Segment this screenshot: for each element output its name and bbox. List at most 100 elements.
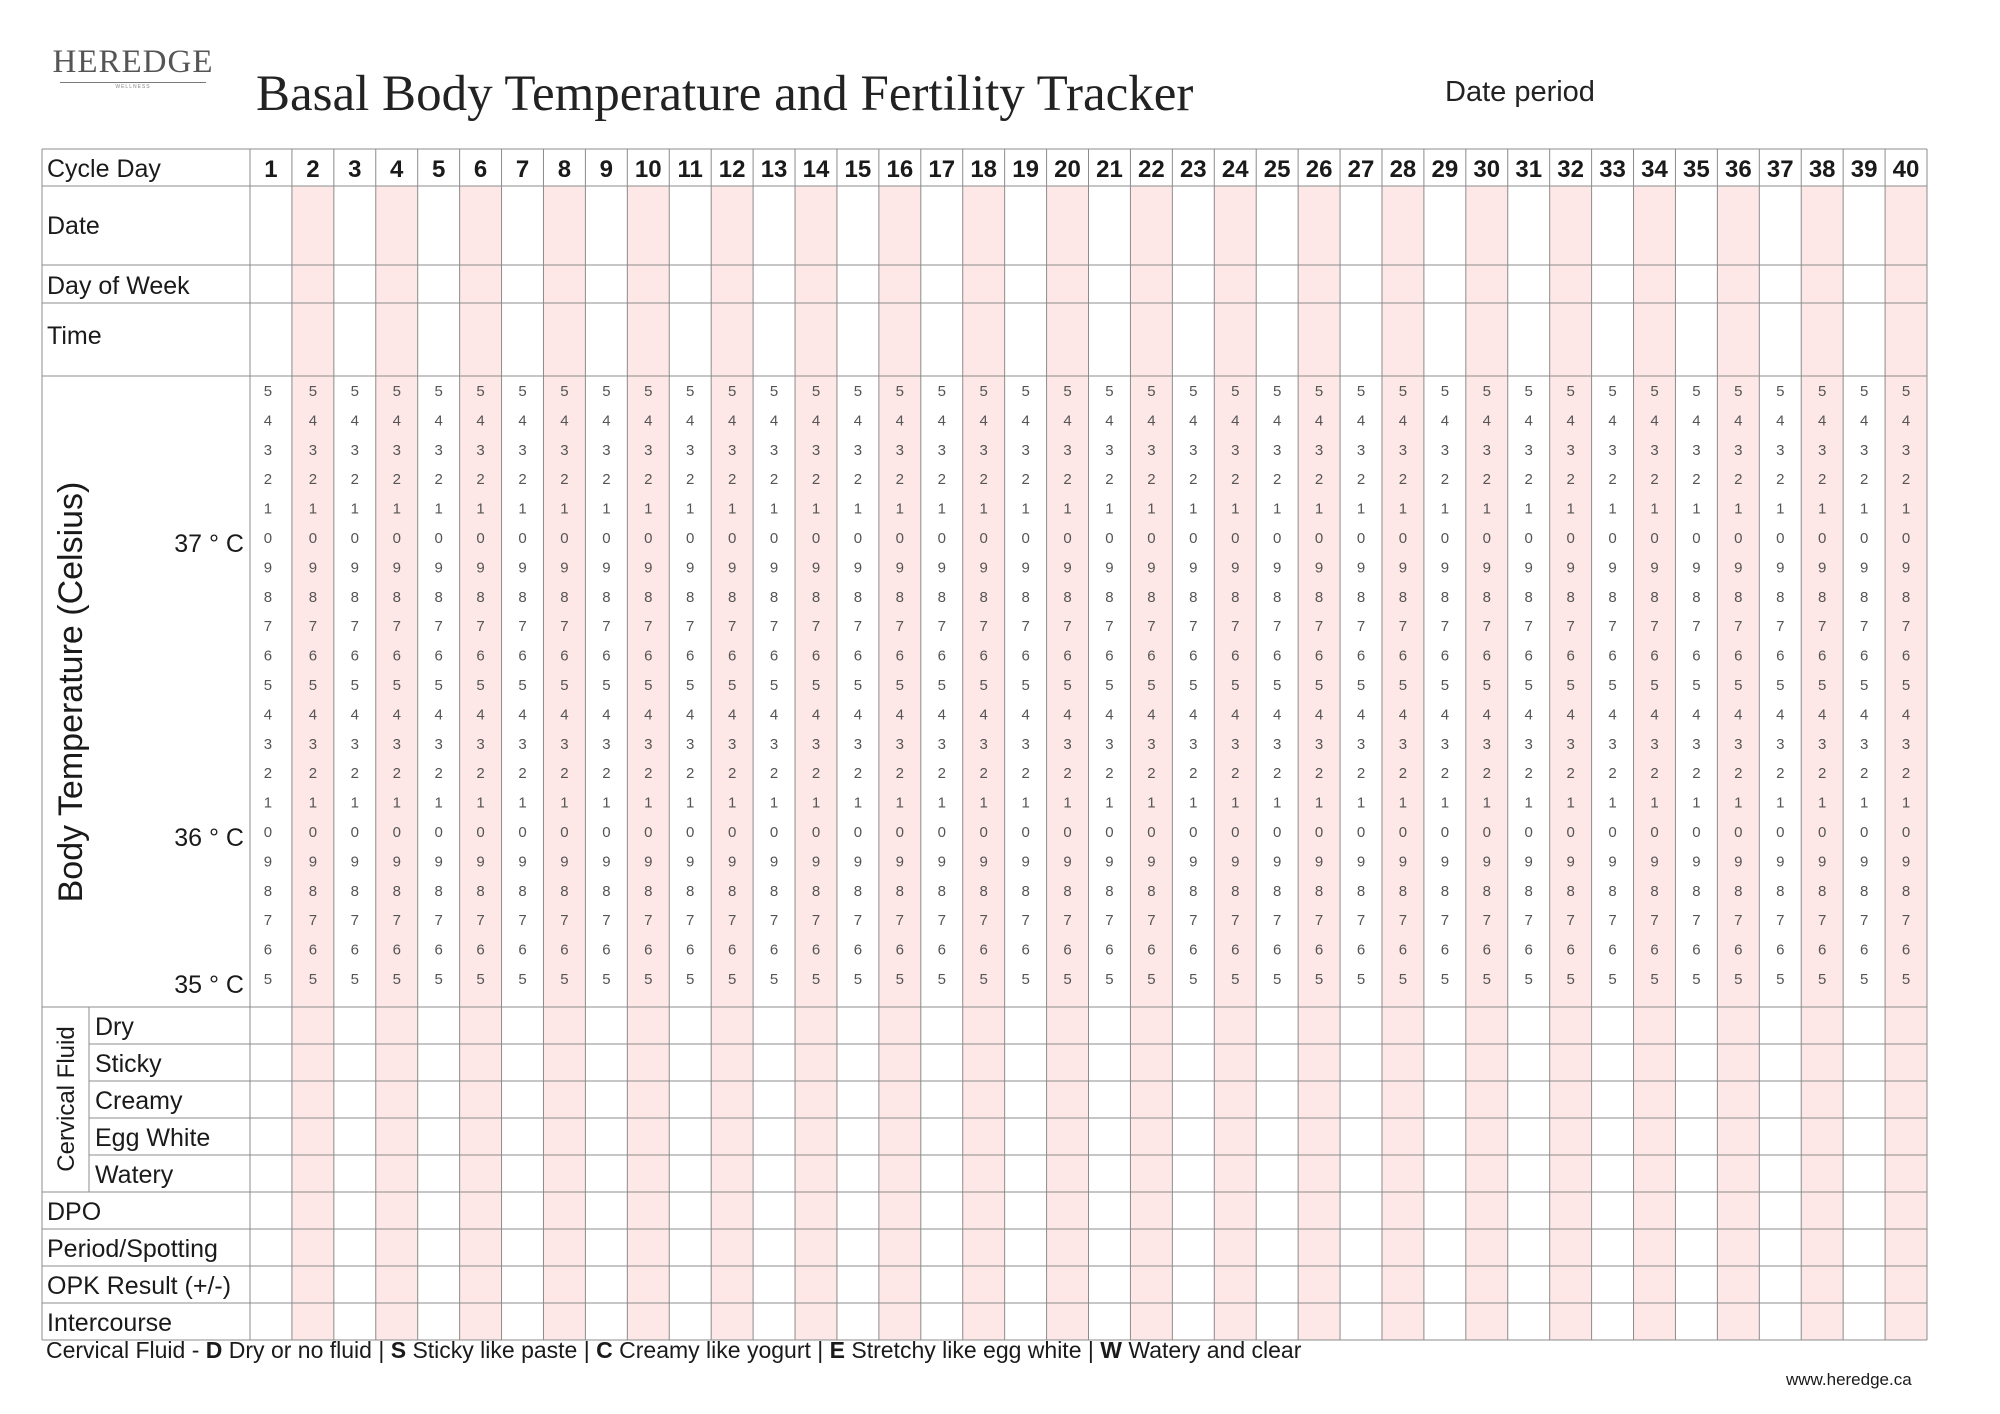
temperature-scale-digit: 3	[518, 736, 526, 753]
temperature-scale-digit: 8	[1692, 589, 1700, 606]
temperature-scale-digit: 5	[980, 971, 988, 988]
temperature-scale-digit: 5	[1776, 383, 1784, 400]
temperature-scale-digit: 3	[393, 442, 401, 459]
temperature-scale-digit: 9	[1273, 853, 1281, 870]
temperature-scale-digit: 4	[1357, 706, 1365, 723]
temperature-scale-digit: 4	[1860, 412, 1868, 429]
cycle-day-number: 32	[1557, 156, 1584, 183]
temperature-scale-digit: 8	[309, 883, 317, 900]
temperature-scale-digit: 9	[560, 853, 568, 870]
temperature-scale-digit: 7	[1650, 912, 1658, 929]
temperature-scale-digit: 9	[560, 559, 568, 576]
temperature-scale-digit: 0	[686, 824, 694, 841]
temperature-scale-digit: 9	[1441, 853, 1449, 870]
temperature-scale-digit: 4	[560, 412, 568, 429]
temperature-scale-digit: 3	[1525, 442, 1533, 459]
cycle-day-number: 9	[600, 156, 613, 183]
temperature-scale-digit: 4	[938, 706, 946, 723]
temperature-scale-digit: 3	[1315, 442, 1323, 459]
temperature-scale-digit: 5	[1608, 677, 1616, 694]
temperature-scale-digit: 8	[1692, 883, 1700, 900]
temperature-scale-digit: 2	[393, 765, 401, 782]
temperature-scale-digit: 2	[518, 471, 526, 488]
temperature-scale-digit: 5	[686, 971, 694, 988]
temperature-scale-digit: 2	[602, 471, 610, 488]
temperature-scale-digit: 9	[1357, 853, 1365, 870]
date-period-label: Date period	[1445, 76, 1595, 108]
even-day-column-shade	[627, 186, 670, 1340]
temperature-scale-digit: 4	[1608, 412, 1616, 429]
temperature-scale-digit: 1	[1357, 501, 1365, 518]
temperature-scale-digit: 4	[309, 412, 317, 429]
temperature-scale-digit: 2	[393, 471, 401, 488]
temperature-scale-digit: 8	[1105, 589, 1113, 606]
temperature-scale-digit: 0	[309, 824, 317, 841]
cycle-day-number: 13	[761, 156, 788, 183]
temperature-scale-digit: 2	[1273, 765, 1281, 782]
cycle-day-number: 4	[390, 156, 404, 183]
temperature-scale-digit: 2	[476, 765, 484, 782]
temperature-scale-digit: 1	[1902, 795, 1910, 812]
temperature-scale-digit: 3	[1231, 736, 1239, 753]
temperature-scale-digit: 4	[896, 412, 904, 429]
temperature-scale-digit: 9	[1399, 853, 1407, 870]
temperature-scale-digit: 6	[1189, 648, 1197, 665]
temperature-scale-digit: 0	[476, 530, 484, 547]
temperature-scale-digit: 8	[476, 589, 484, 606]
temperature-scale-digit: 3	[1650, 442, 1658, 459]
temperature-scale-digit: 2	[434, 765, 442, 782]
bottom-row-label: DPO	[47, 1198, 101, 1226]
temperature-scale-digit: 5	[476, 677, 484, 694]
temperature-scale-digit: 9	[644, 559, 652, 576]
temperature-scale-digit: 5	[686, 677, 694, 694]
temperature-scale-digit: 9	[1734, 853, 1742, 870]
temperature-scale-digit: 3	[1650, 736, 1658, 753]
temperature-scale-digit: 5	[351, 971, 359, 988]
temperature-scale-digit: 1	[644, 501, 652, 518]
temperature-scale-digit: 7	[1902, 618, 1910, 635]
temperature-scale-digit: 7	[1776, 912, 1784, 929]
temperature-scale-digit: 7	[1734, 618, 1742, 635]
temperature-scale-digit: 5	[1483, 677, 1491, 694]
temperature-scale-digit: 7	[1189, 618, 1197, 635]
temperature-scale-digit: 1	[896, 501, 904, 518]
temperature-scale-digit: 6	[1650, 648, 1658, 665]
temperature-scale-digit: 0	[1860, 824, 1868, 841]
temperature-scale-digit: 0	[1650, 824, 1658, 841]
temperature-scale-digit: 5	[854, 971, 862, 988]
temperature-scale-digit: 0	[518, 824, 526, 841]
temperature-scale-digit: 0	[1776, 530, 1784, 547]
temperature-scale-digit: 3	[1566, 736, 1574, 753]
temperature-scale-digit: 6	[518, 648, 526, 665]
temperature-scale-digit: 9	[518, 559, 526, 576]
temperature-scale-digit: 8	[1902, 883, 1910, 900]
temperature-scale-digit: 7	[938, 618, 946, 635]
temperature-scale-digit: 3	[1483, 736, 1491, 753]
temperature-scale-digit: 2	[644, 765, 652, 782]
temperature-scale-digit: 7	[1231, 912, 1239, 929]
temperature-scale-digit: 5	[1063, 677, 1071, 694]
temperature-scale-digit: 5	[1734, 383, 1742, 400]
temperature-scale-digit: 6	[1608, 648, 1616, 665]
temperature-scale-digit: 4	[309, 706, 317, 723]
temperature-scale-digit: 5	[1860, 677, 1868, 694]
temperature-scale-digit: 8	[1650, 589, 1658, 606]
temperature-scale-digit: 9	[1231, 559, 1239, 576]
temperature-scale-digit: 4	[1063, 706, 1071, 723]
temperature-scale-digit: 0	[1650, 530, 1658, 547]
temperature-scale-digit: 2	[351, 765, 359, 782]
temperature-scale-digit: 3	[560, 442, 568, 459]
temperature-scale-digit: 5	[1734, 677, 1742, 694]
logo-wordmark: HEREDGE	[52, 44, 214, 80]
temperature-scale-digit: 3	[393, 736, 401, 753]
temperature-scale-digit: 4	[1776, 412, 1784, 429]
temperature-scale-digit: 0	[1818, 824, 1826, 841]
temperature-scale-digit: 9	[1860, 559, 1868, 576]
temperature-scale-digit: 0	[728, 530, 736, 547]
temperature-scale-digit: 5	[1189, 971, 1197, 988]
temperature-scale-digit: 3	[309, 442, 317, 459]
temperature-scale-digit: 7	[434, 912, 442, 929]
temperature-scale-digit: 8	[1357, 883, 1365, 900]
temperature-scale-digit: 8	[896, 883, 904, 900]
temperature-scale-digit: 2	[602, 765, 610, 782]
